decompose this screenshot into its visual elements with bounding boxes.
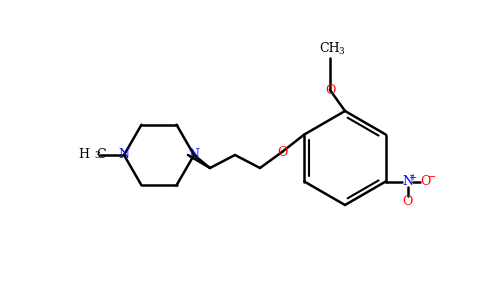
Text: 3: 3: [94, 152, 100, 160]
Text: −: −: [428, 173, 436, 182]
Text: O: O: [325, 83, 335, 97]
Text: N: N: [402, 175, 413, 188]
Text: O: O: [421, 175, 431, 188]
Text: H: H: [78, 148, 89, 161]
Text: N: N: [188, 148, 199, 161]
Text: O: O: [403, 195, 413, 208]
Text: CH: CH: [320, 41, 340, 55]
Text: O: O: [277, 146, 287, 158]
Text: N: N: [119, 148, 130, 161]
Text: C: C: [96, 148, 106, 161]
Text: 3: 3: [338, 46, 344, 56]
Text: +: +: [408, 173, 417, 182]
